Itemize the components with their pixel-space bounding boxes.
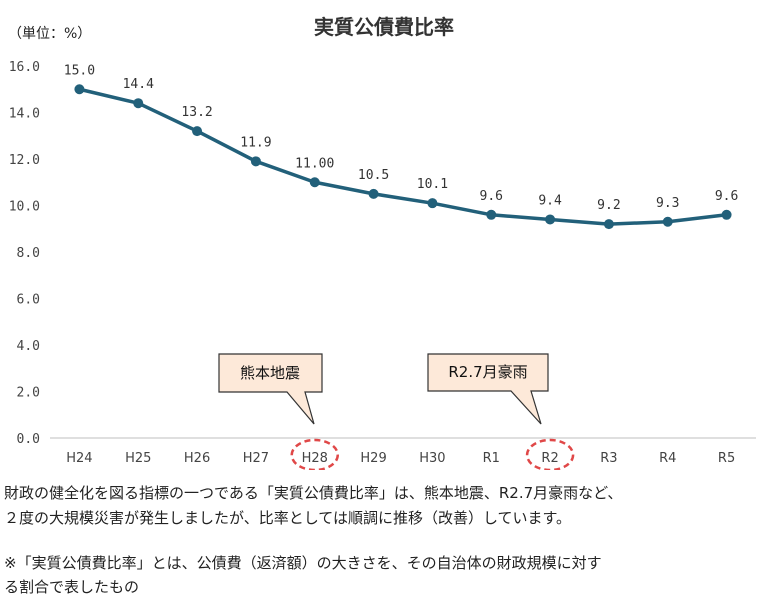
y-tick-label: 12.0 [9, 153, 40, 168]
data-label: 10.5 [358, 168, 389, 183]
data-label: 9.6 [480, 189, 503, 204]
description-line-1: 財政の健全化を図る指標の一つである「実質公債費比率」は、熊本地震、R2.7月豪雨… [4, 484, 623, 502]
y-tick-label: 0.0 [17, 432, 40, 447]
x-tick-label: H25 [125, 451, 151, 466]
data-label: 11.00 [295, 156, 334, 171]
data-point [368, 188, 379, 199]
chart: 実質公債費比率 （単位：%） 0.0 2.0 4.0 6.0 8.0 10.0 12.0 14… [8, 15, 756, 470]
data-label: 9.3 [656, 196, 679, 211]
note-line-2: る割合で表したもの [4, 578, 140, 596]
x-tick-label: H27 [243, 451, 269, 466]
x-tick-label: H29 [360, 451, 386, 466]
chart-title: 実質公債費比率 [314, 15, 454, 39]
callout-label: 熊本地震 [240, 364, 300, 382]
data-point [486, 209, 497, 220]
y-tick-label: 14.0 [9, 107, 40, 122]
x-tick-label: R2 [541, 451, 558, 466]
x-tick-label: R1 [483, 451, 500, 466]
data-point [603, 219, 614, 230]
data-point [192, 126, 203, 137]
x-tick-label: H24 [66, 451, 92, 466]
y-tick-label: 4.0 [17, 339, 40, 354]
y-tick-label: 10.0 [9, 200, 40, 215]
callouts: 熊本地震 R2.7月豪雨 [218, 353, 549, 425]
data-point [309, 177, 320, 188]
callout-kumamoto-earthquake: 熊本地震 [218, 353, 323, 425]
data-point [662, 216, 673, 227]
series-line [79, 87, 727, 226]
y-tick-label: 6.0 [17, 293, 40, 308]
note-line-1: ※「実質公債費比率」とは、公債費（返済額）の大きさを、その自治体の財政規模に対す [4, 554, 602, 572]
x-tick-label: R4 [659, 451, 676, 466]
x-tick-label: H28 [302, 451, 328, 466]
y-tick-label: 16.0 [9, 60, 40, 75]
data-label: 10.1 [417, 177, 448, 192]
x-tick-label: R5 [718, 451, 735, 466]
unit-label: （単位：%） [8, 26, 91, 42]
data-label: 11.9 [240, 135, 271, 150]
y-tick-label: 2.0 [17, 386, 40, 401]
data-label: 9.2 [597, 198, 620, 213]
highlight-ellipse [525, 438, 575, 470]
data-point [74, 84, 85, 95]
data-point [250, 156, 261, 167]
data-point [545, 214, 556, 225]
data-label: 9.6 [715, 189, 738, 204]
data-label: 13.2 [181, 105, 212, 120]
y-tick-label: 8.0 [17, 246, 40, 261]
data-point [427, 198, 438, 209]
data-label: 9.4 [538, 193, 562, 208]
data-point [721, 209, 732, 220]
data-point [133, 98, 144, 109]
description-line-2: ２度の大規模災害が発生しましたが、比率としては順調に推移（改善）しています。 [4, 509, 572, 527]
x-tick-label: R3 [600, 451, 617, 466]
data-label: 14.4 [123, 77, 154, 92]
x-tick-label: H30 [419, 451, 445, 466]
data-label: 15.0 [64, 63, 95, 78]
callout-r2-heavy-rain: R2.7月豪雨 [427, 353, 549, 425]
x-tick-label: H26 [184, 451, 210, 466]
plot-area: 0.0 2.0 4.0 6.0 8.0 10.0 12.0 14.0 16.0 H24 H25 H26… [9, 60, 756, 470]
highlight-ellipse [290, 438, 339, 470]
callout-label: R2.7月豪雨 [448, 363, 527, 381]
